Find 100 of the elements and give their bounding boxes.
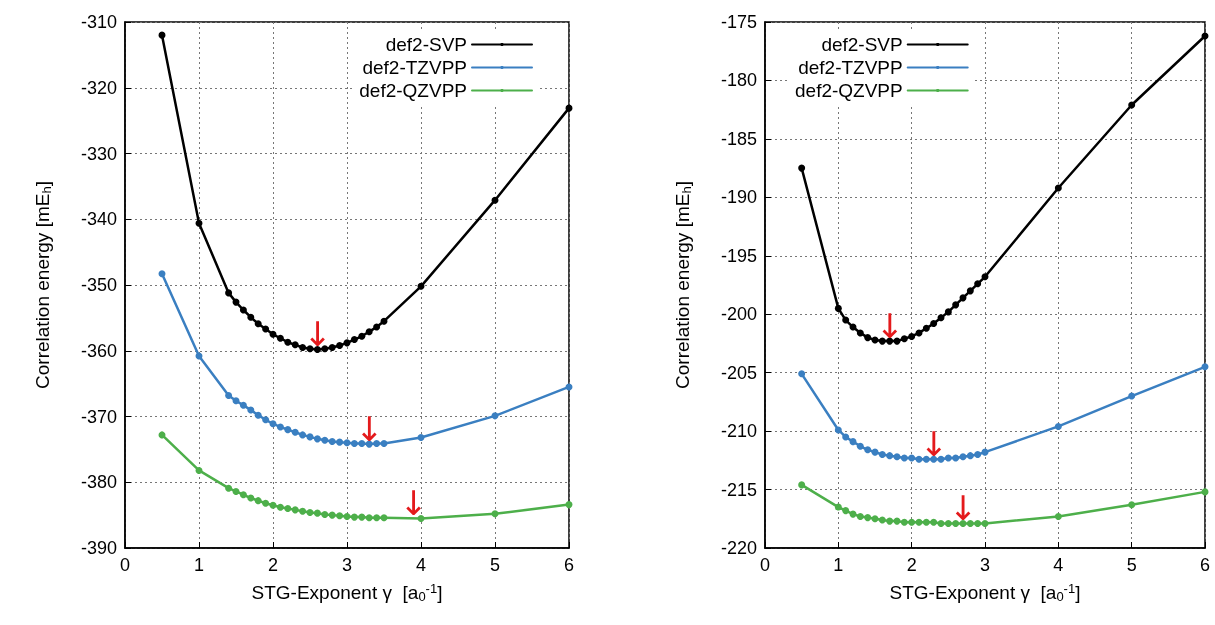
- point: [974, 519, 982, 527]
- point: [900, 335, 908, 343]
- point: [321, 436, 329, 444]
- point: [834, 503, 842, 511]
- point: [959, 453, 967, 461]
- point: [276, 423, 284, 431]
- point: [321, 510, 329, 518]
- point: [886, 517, 894, 525]
- point: [358, 513, 366, 521]
- point: [966, 452, 974, 460]
- y-axis-title: Correlation energy [mEh]: [32, 181, 54, 389]
- y-tick-label: -380: [80, 472, 117, 493]
- y-tick-label: -340: [80, 209, 117, 230]
- x-tick-label: 4: [1053, 555, 1064, 575]
- annotation: ↓: [353, 409, 385, 450]
- annotation: ↓: [398, 483, 429, 524]
- point: [254, 497, 262, 505]
- point: [284, 505, 292, 513]
- x-tick-label: 1: [833, 555, 844, 575]
- y-axis-title: Correlation energy [mEh]: [672, 181, 694, 389]
- point: [930, 320, 938, 328]
- annotation: ↓: [302, 314, 333, 355]
- point: [864, 334, 872, 342]
- point: [842, 507, 850, 515]
- point: [350, 439, 358, 447]
- point: [269, 501, 277, 509]
- point: [417, 514, 425, 522]
- y-tick-label: -215: [720, 479, 757, 500]
- point: [981, 273, 989, 281]
- point: [871, 515, 879, 523]
- point: [306, 509, 314, 516]
- y-tick-label: -200: [720, 304, 757, 325]
- y-tick-label: -390: [80, 538, 117, 558]
- y-tick-label: -175: [720, 12, 757, 32]
- y-tick-label: -220: [720, 538, 757, 558]
- point: [373, 514, 381, 522]
- point: [1054, 184, 1062, 192]
- legend-label: def2-QZVPP: [359, 80, 467, 101]
- point: [321, 345, 329, 353]
- y-tick-label: -210: [720, 421, 757, 442]
- point: [328, 511, 336, 519]
- point: [291, 506, 299, 514]
- x-tick-label: 5: [489, 555, 501, 575]
- x-tick-label: 4: [415, 555, 427, 575]
- point: [276, 503, 284, 511]
- x-tick-label: 3: [979, 555, 991, 575]
- point: [915, 518, 923, 526]
- point: [254, 320, 262, 328]
- point: [930, 518, 938, 526]
- annotation: ↓: [947, 488, 979, 529]
- point: [856, 329, 864, 337]
- point: [1201, 363, 1209, 371]
- x-tick-label: 3: [341, 555, 353, 575]
- point: [417, 434, 425, 442]
- point: [291, 428, 299, 436]
- point: [350, 513, 358, 521]
- point: [944, 308, 952, 316]
- point: [878, 337, 886, 345]
- point: [291, 341, 299, 349]
- point: [798, 164, 806, 172]
- point: [944, 519, 952, 527]
- point: [849, 438, 857, 446]
- point: [328, 437, 336, 445]
- y-tick-label: -180: [720, 70, 757, 91]
- point: [952, 454, 960, 462]
- point: [922, 518, 930, 526]
- point: [380, 439, 388, 447]
- point: [974, 280, 982, 288]
- point: [842, 316, 850, 324]
- point: [365, 328, 373, 336]
- point: [299, 507, 307, 515]
- point: [922, 324, 930, 332]
- point: [856, 442, 864, 450]
- point: [195, 219, 203, 227]
- point: [225, 484, 233, 492]
- point: [343, 439, 351, 447]
- point: [922, 455, 930, 463]
- point: [952, 519, 960, 527]
- point: [1128, 392, 1136, 400]
- point: [328, 343, 336, 351]
- point: [878, 450, 886, 458]
- y-tick-label: -195: [720, 245, 757, 266]
- point: [299, 431, 307, 439]
- x-tick-label: 5: [1126, 555, 1137, 575]
- legend-label: def2-SVP: [385, 34, 467, 55]
- point: [225, 289, 233, 297]
- point: [908, 332, 916, 340]
- legend-label: def2-TZVPP: [798, 57, 903, 78]
- point: [966, 519, 974, 527]
- point: [247, 406, 255, 414]
- point: [937, 314, 945, 322]
- x-tick-label: 0: [759, 555, 771, 575]
- y-tick-label: -310: [80, 12, 117, 32]
- point: [937, 519, 945, 527]
- point: [380, 514, 388, 522]
- y-tick-label: -320: [80, 77, 117, 98]
- x-tick-label: 0: [119, 555, 131, 575]
- point: [313, 509, 321, 517]
- point: [336, 438, 344, 446]
- point: [195, 466, 203, 474]
